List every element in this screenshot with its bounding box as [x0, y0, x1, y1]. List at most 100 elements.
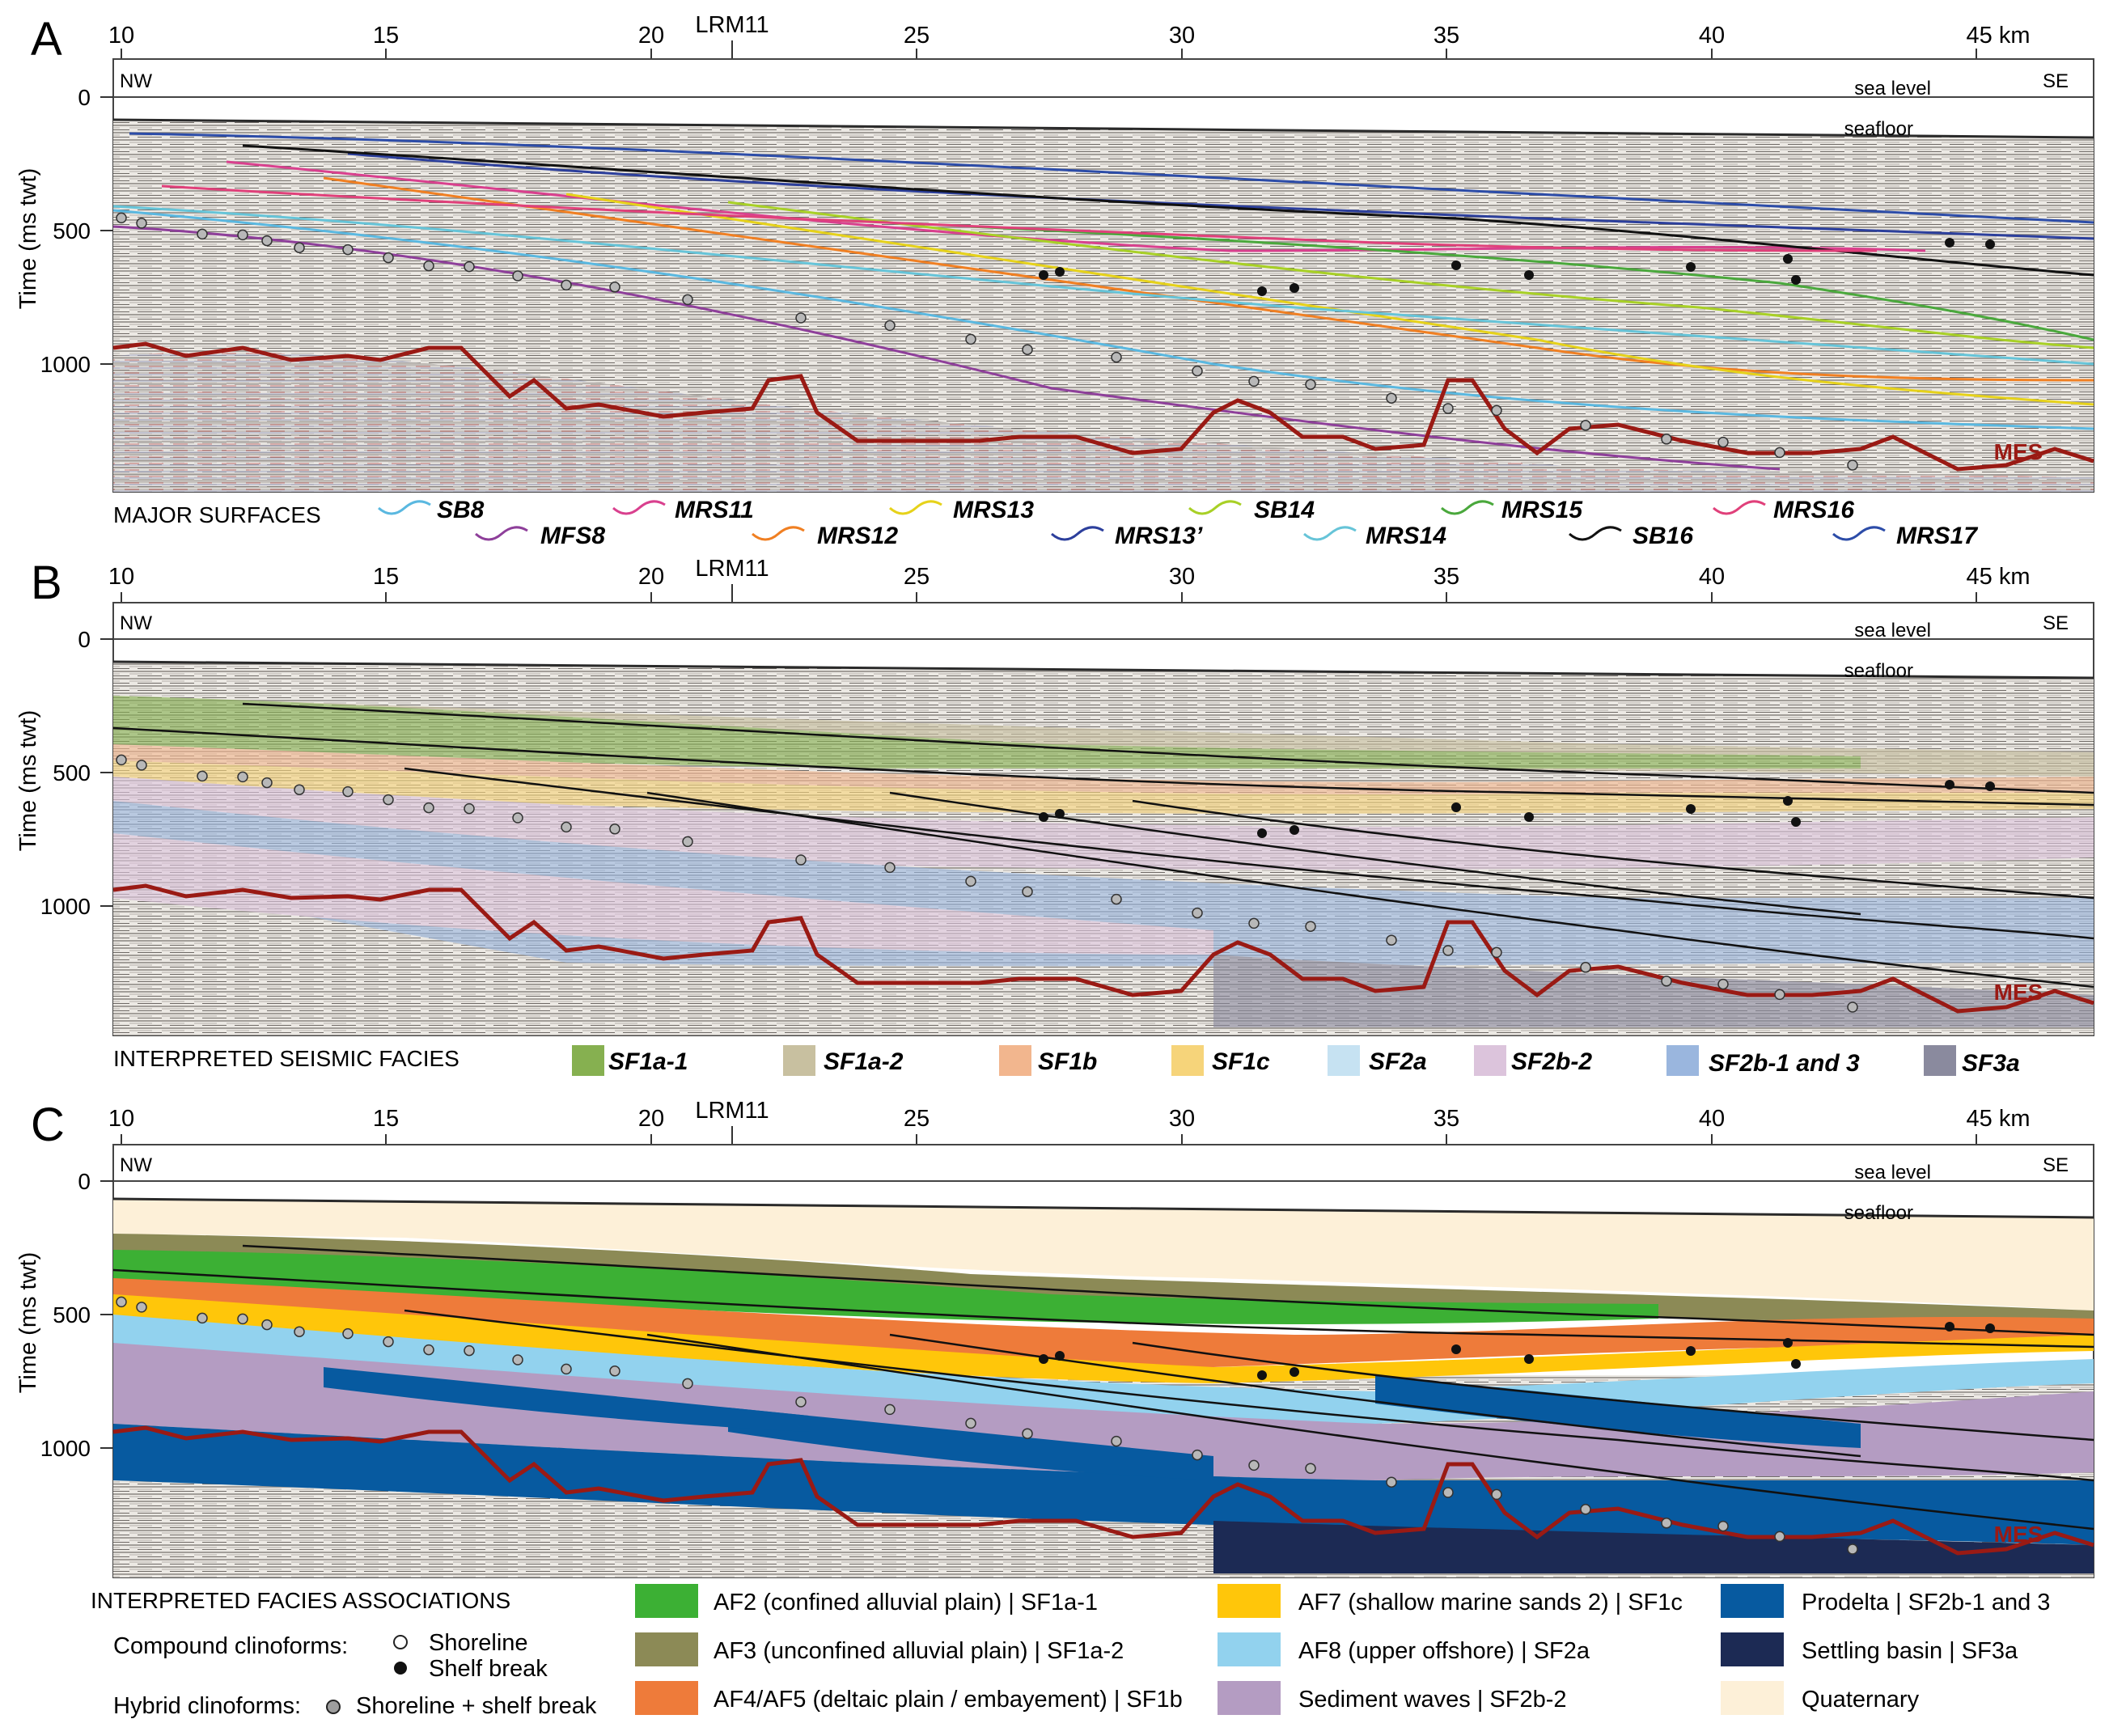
- shelf-break-marker: [1290, 283, 1299, 293]
- svg-text:MFS8: MFS8: [540, 523, 605, 549]
- shelf-break-marker: [1783, 1338, 1793, 1348]
- hybrid-clinoform-marker: [237, 1313, 248, 1325]
- shelf-break-marker: [1451, 802, 1461, 812]
- shelf-break-marker: [1985, 1323, 1995, 1333]
- km-tick-label: 20: [638, 564, 664, 590]
- legend-item: AF2 (confined alluvial plain) | SF1a-1: [635, 1584, 1098, 1618]
- seafloor-line: [112, 118, 2094, 139]
- shelf-break-marker: [1290, 1367, 1299, 1377]
- nw-label: NW: [120, 70, 152, 92]
- shelf-break-marker: [1451, 1344, 1461, 1354]
- legend-item: AF8 (upper offshore) | SF2a: [1218, 1632, 1590, 1666]
- svg-text:AF8 (upper offshore) | SF2a: AF8 (upper offshore) | SF2a: [1298, 1638, 1590, 1664]
- km-tick-label: 15: [373, 564, 399, 590]
- km-tick-label: 35: [1434, 23, 1459, 49]
- shelf-break-marker: [1945, 780, 1954, 790]
- panel-letter: B: [31, 557, 62, 609]
- shelf-break-marker: [1524, 1354, 1534, 1364]
- svg-text:AF2 (confined alluvial plain): AF2 (confined alluvial plain) | SF1a-1: [714, 1590, 1098, 1615]
- km-tick-label: 10: [108, 1106, 134, 1132]
- mes-surface: [112, 1425, 2094, 1556]
- hybrid-clinoform-marker: [512, 270, 523, 282]
- legend-item: MRS17: [1832, 523, 1978, 549]
- hybrid-clinoform-marker: [1847, 1543, 1858, 1555]
- surface-lines: [112, 702, 2094, 989]
- legend-item: SF2b-2: [1474, 1045, 1592, 1076]
- shelf-break-symbol: [394, 1662, 407, 1675]
- shelf-break-marker: [1791, 275, 1801, 285]
- hybrid-clinoform-marker: [1192, 365, 1203, 377]
- legend-item: Settling basin | SF3a: [1721, 1632, 2018, 1666]
- hybrid-clinoform-marker: [795, 312, 807, 324]
- legend-title: MAJOR SURFACES: [113, 502, 321, 527]
- km-tick-label: 20: [638, 23, 664, 49]
- svg-text:MRS14: MRS14: [1366, 523, 1446, 549]
- nw-label: NW: [120, 612, 152, 634]
- km-tick-label: 40: [1699, 23, 1725, 49]
- km-tick-label: 25: [904, 23, 930, 49]
- hybrid-clinoform-marker: [884, 862, 896, 874]
- shelf-break-marker: [1686, 1346, 1696, 1356]
- sea-level-label: sea level: [1854, 620, 1931, 641]
- hybrid-clinoform-marker: [1386, 392, 1397, 404]
- legend-item: Sediment waves | SF2b-2: [1218, 1681, 1567, 1715]
- hybrid-clinoform-marker: [197, 228, 208, 240]
- time-tick-label: 1000: [40, 1436, 91, 1461]
- hybrid-clinoform-marker: [682, 836, 693, 848]
- seafloor-line: [112, 660, 2094, 680]
- hybrid-clinoform-marker: [795, 1396, 807, 1408]
- km-tick-label: 15: [373, 1106, 399, 1132]
- km-tick-label: 30: [1169, 23, 1195, 49]
- svg-text:AF3 (unconfined alluvial plain: AF3 (unconfined alluvial plain) | SF1a-2: [714, 1638, 1124, 1664]
- mes-surface: [112, 883, 2094, 1014]
- hybrid-clinoform-marker: [1661, 976, 1672, 987]
- hybrid-clinoform-marker: [1491, 1488, 1502, 1501]
- legend-item: MRS14: [1303, 523, 1446, 549]
- hybrid-clinoform-marker: [512, 1354, 523, 1366]
- svg-text:MRS11: MRS11: [675, 497, 754, 523]
- hybrid-clinoform-marker: [1442, 945, 1454, 956]
- hybrid-clinoform-marker: [294, 784, 305, 795]
- svg-text:SB14: SB14: [1254, 497, 1315, 523]
- hybrid-clinoform-marker: [383, 252, 394, 264]
- svg-text:Settling basin | SF3a: Settling basin | SF3a: [1802, 1638, 2018, 1664]
- facies-associations-legend: INTERPRETED FACIES ASSOCIATIONS Compound…: [91, 1584, 2050, 1719]
- shelf-break-marker: [1686, 804, 1696, 814]
- km-tick-label: 10: [108, 564, 134, 590]
- hybrid-clinoform-marker: [464, 260, 475, 273]
- hybrid-clinoforms-label: Hybrid clinoforms:: [113, 1693, 301, 1719]
- hybrid-clinoform-marker: [1717, 978, 1729, 990]
- km-tick-label: 35: [1434, 564, 1459, 590]
- hybrid-clinoform-marker: [1192, 907, 1203, 919]
- svg-text:SF3a: SF3a: [1962, 1050, 2020, 1077]
- hybrid-clinoform-marker: [237, 229, 248, 241]
- hybrid-clinoform-marker: [1491, 946, 1502, 959]
- legend-item: Prodelta | SF2b-1 and 3: [1721, 1584, 2050, 1618]
- hybrid-clinoform-marker: [1847, 1001, 1858, 1013]
- hybrid-clinoform-marker: [116, 1296, 127, 1308]
- hybrid-clinoform-marker: [197, 1312, 208, 1324]
- mes-surface: [112, 341, 2094, 472]
- legend-title: INTERPRETED FACIES ASSOCIATIONS: [91, 1588, 510, 1613]
- time-tick-label: 500: [53, 1302, 91, 1327]
- hybrid-clinoform-marker: [1580, 1504, 1591, 1515]
- shelf-break-marker: [1945, 1322, 1954, 1332]
- time-axis-title: Time (ms twt): [15, 168, 41, 310]
- hybrid-clinoform-marker: [1491, 404, 1502, 417]
- hybrid-label: Shoreline + shelf break: [356, 1693, 597, 1719]
- facies-associations-fill: [113, 1199, 2094, 1573]
- svg-text:Sediment waves | SF2b-2: Sediment waves | SF2b-2: [1298, 1687, 1567, 1713]
- hybrid-clinoform-marker: [795, 854, 807, 866]
- hybrid-clinoform-marker: [965, 333, 976, 345]
- svg-text:MRS13’: MRS13’: [1115, 523, 1203, 549]
- svg-text:SF2a: SF2a: [1369, 1048, 1427, 1075]
- shelf-break-marker: [1055, 1351, 1065, 1361]
- hybrid-clinoform-marker: [383, 1336, 394, 1348]
- panel-b: B 10 15 20 25 30 35 40 45 km LRM11: [15, 556, 2094, 1036]
- hybrid-clinoform-marker: [383, 794, 394, 806]
- km-tick-label: 15: [373, 23, 399, 49]
- hybrid-symbol: [326, 1700, 341, 1714]
- hybrid-clinoform-marker: [1305, 379, 1316, 390]
- svg-text:SF2b-1 and 3: SF2b-1 and 3: [1709, 1050, 1860, 1077]
- hybrid-clinoform-marker: [261, 1319, 273, 1331]
